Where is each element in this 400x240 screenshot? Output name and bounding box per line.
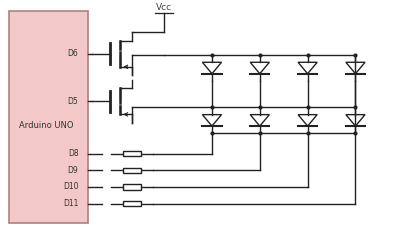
Text: D9: D9 xyxy=(68,166,78,175)
Text: D8: D8 xyxy=(68,149,78,158)
Text: Arduino UNO: Arduino UNO xyxy=(19,121,74,130)
Text: Vcc: Vcc xyxy=(156,3,172,12)
Text: D6: D6 xyxy=(68,49,78,58)
Text: D11: D11 xyxy=(63,199,78,208)
Bar xyxy=(123,168,141,173)
Bar xyxy=(123,201,141,206)
Bar xyxy=(123,151,141,156)
Text: D5: D5 xyxy=(68,97,78,106)
Text: D10: D10 xyxy=(63,182,78,192)
Bar xyxy=(123,184,141,190)
FancyBboxPatch shape xyxy=(9,11,88,223)
